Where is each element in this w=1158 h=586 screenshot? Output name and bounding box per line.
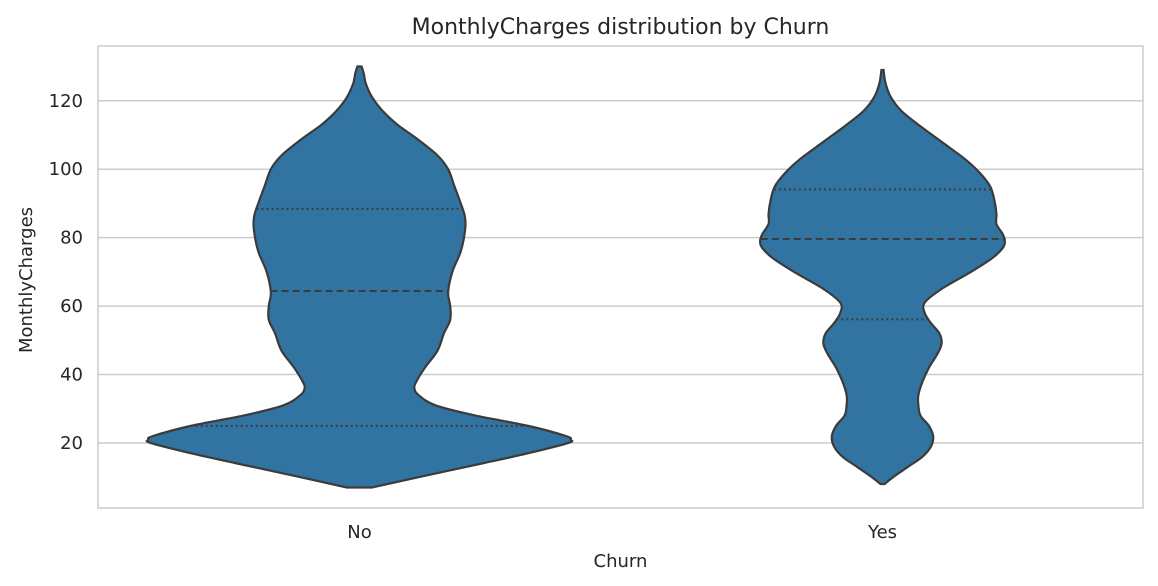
violin-body-yes xyxy=(759,68,1006,486)
y-tick-label: 20 xyxy=(60,433,83,454)
y-tick-label: 60 xyxy=(60,296,83,317)
y-tick-label: 120 xyxy=(49,91,83,112)
plot-area-frame xyxy=(97,45,1144,509)
violin-body-no xyxy=(145,65,574,489)
chart-title: MonthlyCharges distribution by Churn xyxy=(412,15,830,40)
x-axis-tick-labels: No Yes xyxy=(347,522,897,543)
y-axis-tick-labels: 20 40 60 80 100 120 xyxy=(49,91,83,454)
y-gridlines xyxy=(98,100,1143,444)
y-axis-label: MonthlyCharges xyxy=(16,207,37,353)
y-tick-label: 80 xyxy=(60,228,83,249)
x-tick-label-no: No xyxy=(347,522,371,543)
violin-series xyxy=(145,65,1006,489)
violin-yes xyxy=(759,68,1006,486)
y-tick-label: 100 xyxy=(49,159,83,180)
violin-no xyxy=(145,65,574,489)
x-axis-label: Churn xyxy=(594,551,648,572)
y-tick-label: 40 xyxy=(60,365,83,386)
x-tick-label-yes: Yes xyxy=(867,522,897,543)
